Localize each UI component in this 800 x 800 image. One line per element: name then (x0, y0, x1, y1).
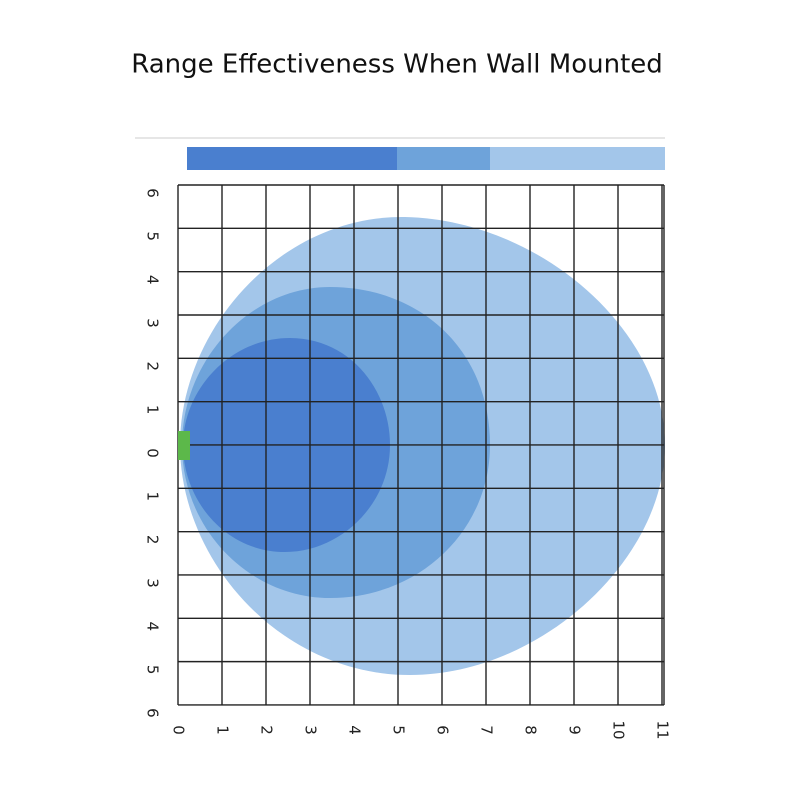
y-tick-label: 1 (144, 405, 162, 415)
x-tick-label: 10 (610, 720, 628, 739)
y-tick-label: 4 (144, 275, 162, 285)
legend-weak (490, 147, 665, 170)
x-tick-label: 2 (258, 725, 276, 735)
x-tick-label: 11 (654, 720, 672, 739)
x-tick-label: 0 (170, 725, 188, 735)
sensor (178, 431, 190, 460)
y-tick-label: 4 (144, 622, 162, 632)
x-tick-label: 3 (302, 725, 320, 735)
x-tick-label: 4 (346, 725, 364, 735)
grid (177, 184, 665, 706)
x-tick-label: 5 (390, 725, 408, 735)
y-tick-label: 2 (144, 362, 162, 372)
x-tick-label: 6 (434, 725, 452, 735)
y-tick-label: 1 (144, 492, 162, 502)
x-tick-label: 8 (522, 725, 540, 735)
x-tick-label: 1 (214, 725, 232, 735)
y-tick-label: 5 (144, 665, 162, 675)
coverage (180, 216, 665, 675)
legend-medium (397, 147, 490, 170)
y-tick-label: 3 (144, 318, 162, 328)
title: Range Effectiveness When Wall Mounted (131, 50, 663, 80)
y-tick-label: 3 (144, 578, 162, 588)
x-tick-label: 9 (566, 725, 584, 735)
y-tick-label: 2 (144, 535, 162, 545)
y-tick-label: 6 (144, 188, 162, 198)
x-tick-label: 7 (478, 725, 496, 735)
y-tick-label: 0 (144, 448, 162, 458)
legend-strong (187, 147, 397, 170)
y-tick-label: 5 (144, 232, 162, 242)
y-tick-label: 6 (144, 708, 162, 718)
